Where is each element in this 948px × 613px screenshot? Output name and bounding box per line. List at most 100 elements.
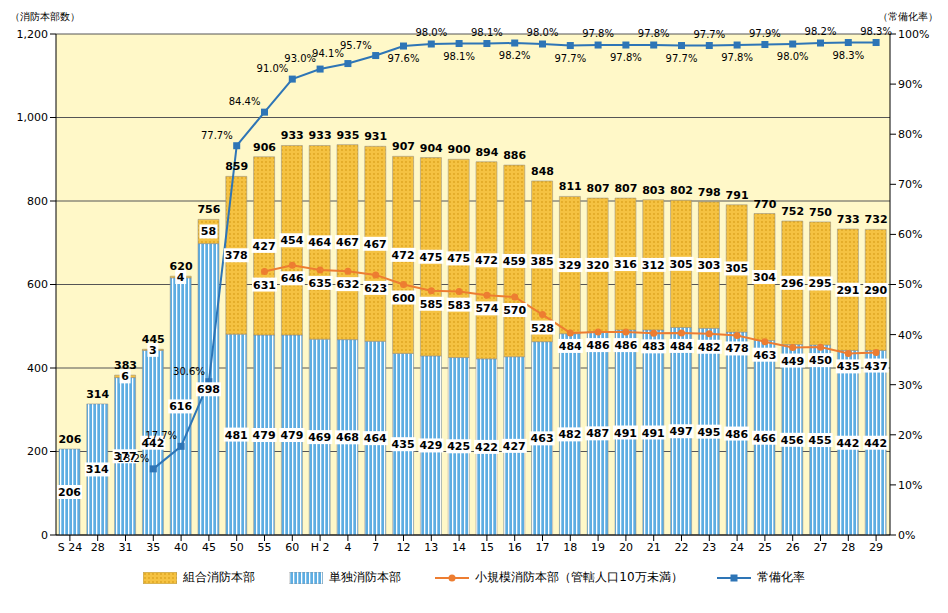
svg-text:482: 482 (698, 341, 721, 354)
svg-text:803: 803 (642, 184, 665, 197)
svg-text:933: 933 (281, 129, 304, 142)
svg-text:16: 16 (508, 541, 522, 554)
svg-text:90%: 90% (898, 78, 922, 91)
svg-text:55: 55 (258, 541, 272, 554)
svg-text:848: 848 (531, 165, 554, 178)
svg-text:98.0%: 98.0% (527, 27, 559, 38)
svg-text:29: 29 (869, 541, 883, 554)
svg-text:0: 0 (41, 529, 48, 542)
svg-text:427: 427 (503, 440, 526, 453)
svg-text:467: 467 (336, 236, 359, 249)
svg-text:26: 26 (786, 541, 800, 554)
svg-text:18: 18 (563, 541, 577, 554)
svg-text:97.8%: 97.8% (610, 52, 642, 63)
svg-text:77.7%: 77.7% (201, 130, 233, 141)
svg-text:733: 733 (837, 213, 860, 226)
svg-text:291: 291 (836, 284, 859, 297)
svg-text:585: 585 (420, 298, 443, 311)
svg-text:70%: 70% (898, 178, 922, 191)
svg-text:798: 798 (698, 186, 721, 199)
svg-text:40: 40 (174, 541, 188, 554)
svg-text:475: 475 (419, 251, 442, 264)
svg-text:19: 19 (591, 541, 605, 554)
svg-text:58: 58 (201, 225, 216, 238)
svg-text:98.3%: 98.3% (832, 50, 864, 61)
svg-text:623: 623 (364, 282, 387, 295)
svg-text:97.7%: 97.7% (666, 53, 698, 64)
svg-text:21: 21 (647, 541, 661, 554)
svg-text:400: 400 (27, 362, 48, 375)
svg-text:23: 23 (702, 541, 716, 554)
svg-text:305: 305 (670, 258, 693, 271)
svg-text:98.1%: 98.1% (443, 51, 475, 62)
svg-text:50%: 50% (898, 278, 922, 291)
svg-text:600: 600 (392, 292, 415, 305)
svg-text:631: 631 (253, 279, 276, 292)
svg-text:303: 303 (697, 259, 720, 272)
svg-text:28: 28 (841, 541, 855, 554)
svg-text:422: 422 (475, 441, 498, 454)
svg-text:933: 933 (309, 129, 332, 142)
svg-text:95.7%: 95.7% (340, 40, 372, 51)
svg-text:574: 574 (475, 302, 498, 315)
svg-text:570: 570 (503, 304, 526, 317)
svg-text:98.2%: 98.2% (805, 26, 837, 37)
svg-text:800: 800 (27, 195, 48, 208)
svg-text:98.0%: 98.0% (777, 51, 809, 62)
svg-text:479: 479 (280, 429, 303, 442)
svg-text:479: 479 (253, 429, 276, 442)
svg-text:907: 907 (392, 140, 415, 153)
svg-text:20%: 20% (898, 429, 922, 442)
svg-text:528: 528 (531, 322, 554, 335)
svg-text:464: 464 (308, 236, 331, 249)
svg-text:30%: 30% (898, 379, 922, 392)
svg-text:486: 486 (614, 339, 637, 352)
svg-text:802: 802 (670, 184, 693, 197)
svg-text:1,200: 1,200 (17, 28, 49, 41)
svg-text:491: 491 (614, 427, 637, 440)
svg-text:472: 472 (475, 254, 498, 267)
svg-text:456: 456 (781, 434, 804, 447)
svg-text:632: 632 (336, 278, 359, 291)
svg-text:15: 15 (480, 541, 494, 554)
svg-text:486: 486 (587, 339, 610, 352)
svg-text:17.7%: 17.7% (145, 430, 177, 441)
svg-text:495: 495 (697, 426, 720, 439)
svg-text:484: 484 (559, 340, 582, 353)
svg-text:H 2: H 2 (311, 541, 330, 554)
svg-text:437: 437 (865, 360, 888, 373)
svg-text:206: 206 (58, 486, 81, 499)
svg-text:475: 475 (447, 252, 470, 265)
svg-text:483: 483 (642, 340, 665, 353)
svg-text:378: 378 (225, 249, 248, 262)
svg-text:60: 60 (285, 541, 299, 554)
svg-text:472: 472 (392, 249, 415, 262)
svg-text:756: 756 (197, 203, 220, 216)
svg-text:497: 497 (670, 425, 693, 438)
svg-text:80%: 80% (898, 128, 922, 141)
svg-text:22: 22 (675, 541, 689, 554)
svg-text:811: 811 (559, 180, 582, 193)
svg-text:807: 807 (614, 182, 637, 195)
svg-text:454: 454 (280, 234, 303, 247)
svg-text:445: 445 (142, 333, 165, 346)
svg-text:30.6%: 30.6% (173, 366, 205, 377)
svg-text:305: 305 (725, 262, 748, 275)
svg-text:290: 290 (864, 284, 887, 297)
svg-text:S 24: S 24 (58, 541, 82, 554)
svg-text:50: 50 (230, 541, 244, 554)
svg-text:98.1%: 98.1% (471, 27, 503, 38)
svg-text:28: 28 (91, 541, 105, 554)
svg-text:486: 486 (725, 428, 748, 441)
svg-text:10%: 10% (898, 479, 922, 492)
svg-text:45: 45 (202, 541, 216, 554)
svg-text:491: 491 (642, 427, 665, 440)
svg-text:295: 295 (809, 277, 832, 290)
svg-text:931: 931 (364, 130, 387, 143)
svg-text:385: 385 (531, 255, 554, 268)
svg-text:31: 31 (119, 541, 133, 554)
svg-text:935: 935 (336, 129, 359, 142)
svg-text:429: 429 (419, 439, 442, 452)
svg-text:467: 467 (364, 238, 387, 251)
svg-text:616: 616 (169, 400, 192, 413)
